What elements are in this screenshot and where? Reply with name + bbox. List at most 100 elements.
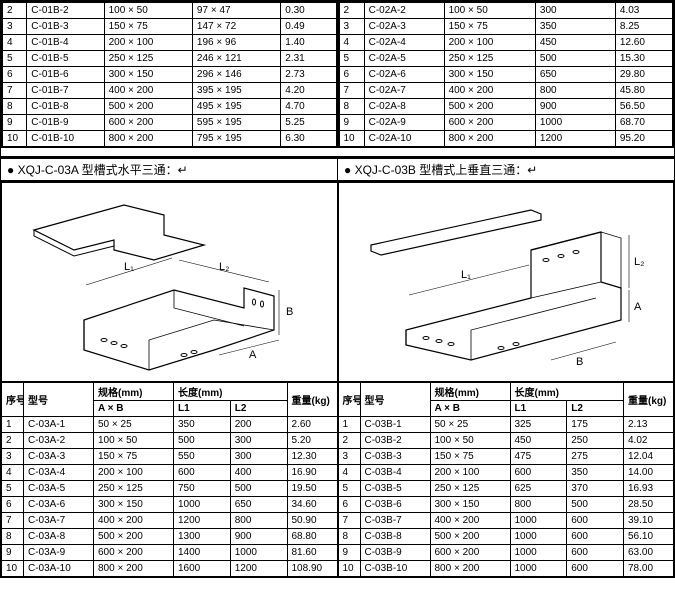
table-cell: 7 [2,513,24,529]
hdr-spec-sub: A × B [94,401,174,417]
table-cell: 300 [535,3,615,19]
table-row: 5C-03B-5250 × 12562537016.93 [338,481,674,497]
dim-l2: L₂ [634,256,644,268]
table-cell: 4 [339,35,364,51]
table-cell: C-03B-8 [360,529,430,545]
table-cell: 3 [338,449,360,465]
diagram-03a: L₁ L₂ B A [1,182,338,382]
table-cell: C-03B-2 [360,433,430,449]
table-cell: 6 [338,497,360,513]
table-cell: 250 × 125 [104,51,192,67]
table-cell: 100 × 50 [94,433,174,449]
table-cell: 595 × 195 [192,115,280,131]
table-row: 7C-03B-7400 × 200100060039.10 [338,513,674,529]
table-cell: C-03B-10 [360,561,430,577]
table-row: 6C-03B-6300 × 15080050028.50 [338,497,674,513]
table-cell: 95.20 [615,131,672,147]
table-cell: 200 [230,417,287,433]
table-cell: 8 [3,99,27,115]
table-cell: C-01B-9 [27,115,104,131]
table-cell: C-03A-6 [24,497,94,513]
table-row: 9C-03A-9600 × 2001400100081.60 [2,545,338,561]
table-cell: 650 [230,497,287,513]
dim-a: A [249,349,257,361]
table-cell: 600 × 200 [104,115,192,131]
table-cell: 8.25 [615,19,672,35]
table-cell: 10 [338,561,360,577]
table-cell: C-01B-3 [27,19,104,35]
table-cell: 300 × 150 [104,67,192,83]
table-cell: 9 [339,115,364,131]
hdr-l2: L2 [230,401,287,417]
table-cell: 3 [2,449,24,465]
table-cell: 2 [2,433,24,449]
table-cell: 8 [2,529,24,545]
bottom-tables-row: 序号 型号 规格(mm) 长度(mm) 重量(kg) A × B L1 L2 1… [1,382,674,577]
table-cell: 200 × 100 [444,35,535,51]
table-cell: 250 × 125 [430,481,510,497]
table-cell: 7 [3,83,27,99]
table-row: 2C-03A-2100 × 505003005.20 [2,433,338,449]
table-cell: 400 × 200 [104,83,192,99]
table-cell: 600 × 200 [430,545,510,561]
table-c03b: 序号 型号 规格(mm) 长度(mm) 重量(kg) A × B L1 L2 1… [338,382,675,577]
table-cell: 0.49 [281,19,336,35]
table-cell: 200 × 100 [94,465,174,481]
table-cell: 10 [2,561,24,577]
table-cell: 350 [567,465,624,481]
table-row: 1C-03B-150 × 253251752.13 [338,417,674,433]
table-cell: C-03A-10 [24,561,94,577]
table-cell: 19.50 [287,481,337,497]
table-cell: 400 × 200 [430,513,510,529]
hdr-spec-sub: A × B [430,401,510,417]
table-cell: C-01B-5 [27,51,104,67]
table-03a-wrap: 序号 型号 规格(mm) 长度(mm) 重量(kg) A × B L1 L2 1… [1,382,338,577]
table-cell: 34.60 [287,497,337,513]
table-cell: 500 × 200 [104,99,192,115]
table-cell: 6.30 [281,131,336,147]
table-row: 7C-01B-7400 × 200395 × 1954.20 [3,83,337,99]
table-row: 7C-03A-7400 × 200120080050.90 [2,513,338,529]
table-cell: 300 × 150 [94,497,174,513]
table-03b-wrap: 序号 型号 规格(mm) 长度(mm) 重量(kg) A × B L1 L2 1… [338,382,675,577]
table-cell: 1000 [535,115,615,131]
table-cell: 300 [230,449,287,465]
table-cell: 400 × 200 [444,83,535,99]
table-cell: 495 × 195 [192,99,280,115]
table-cell: C-01B-2 [27,3,104,19]
table-row: 8C-03B-8500 × 200100060056.10 [338,529,674,545]
table-cell: 63.00 [624,545,674,561]
table-cell: 196 × 96 [192,35,280,51]
table-cell: C-02A-2 [364,3,444,19]
table-cell: 150 × 75 [430,449,510,465]
table-cell: C-01B-7 [27,83,104,99]
table-cell: 600 [174,465,231,481]
vertical-tee-drawing: L₁ L₂ A B [351,190,661,375]
table-cell: C-03A-4 [24,465,94,481]
table-cell: 500 [174,433,231,449]
table-row: 10C-01B-10800 × 200795 × 1956.30 [3,131,337,147]
table-cell: 1 [338,417,360,433]
table-cell: 250 [567,433,624,449]
table-cell: 4 [2,465,24,481]
table-cell: C-02A-3 [364,19,444,35]
top-tables-row: 2C-01B-2100 × 5097 × 470.303C-01B-3150 ×… [1,1,674,148]
table-cell: 1.40 [281,35,336,51]
table-cell: 500 [535,51,615,67]
table-cell: 147 × 72 [192,19,280,35]
hdr-weight: 重量(kg) [287,383,337,417]
top-right-table-wrap: 2C-02A-2100 × 503004.033C-02A-3150 × 753… [338,1,675,148]
table-row: 8C-02A-8500 × 20090056.50 [339,99,673,115]
table-cell: 3 [3,19,27,35]
table-cell: 2.13 [624,417,674,433]
table-cell: C-02A-10 [364,131,444,147]
hdr-model: 型号 [24,383,94,417]
table-cell: C-03B-7 [360,513,430,529]
table-cell: C-02A-4 [364,35,444,51]
table-cell: 600 [510,465,567,481]
table-cell: 5 [2,481,24,497]
table-cell: 296 × 146 [192,67,280,83]
table-cell: 9 [3,115,27,131]
table-cell: 500 × 200 [430,529,510,545]
table-cell: 2 [339,3,364,19]
